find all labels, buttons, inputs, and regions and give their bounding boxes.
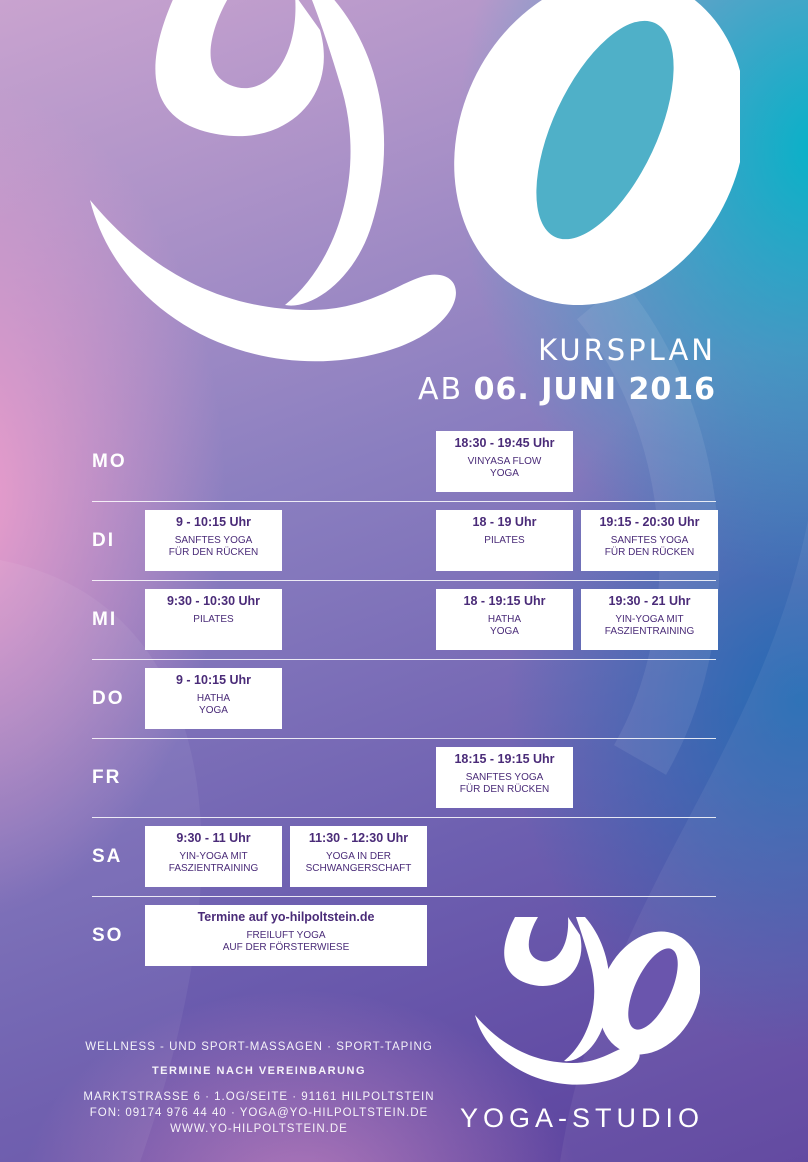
course-name-line: YOGA — [490, 468, 519, 479]
course-name: SANFTES YOGA FÜR DEN RÜCKEN — [436, 772, 573, 796]
course-time: Termine auf yo-hilpoltstein.de — [197, 910, 375, 924]
schedule-row: MO 18:30 - 19:45 Uhr VINYASA FLOW YOGA — [92, 423, 716, 501]
course-schedule: MO 18:30 - 19:45 Uhr VINYASA FLOW YOGA DI 9 -… — [92, 423, 718, 975]
course-name-line: HATHA — [487, 614, 522, 625]
footer-contact: MARKTSTRASSE 6 · 1.OG/SEITE · 91161 HILP… — [78, 1089, 440, 1137]
footer-phone-email: FON: 09174 976 44 40 · YOGA@YO-HILPOLTST… — [89, 1107, 429, 1119]
course-slot: 18:30 - 19:45 Uhr VINYASA FLOW YOGA — [436, 431, 573, 492]
course-time: 18:15 - 19:15 Uhr — [454, 752, 555, 766]
schedule-row: DO 9 - 10:15 Uhr HATHA YOGA — [92, 659, 716, 738]
footer-address: MARKTSTRASSE 6 · 1.OG/SEITE · 91161 HILP… — [83, 1091, 435, 1103]
course-name-line: HATHA — [196, 693, 231, 704]
course-name: SANFTES YOGA FÜR DEN RÜCKEN — [581, 535, 718, 559]
course-name: VINYASA FLOW YOGA — [436, 456, 573, 480]
valid-from-prefix: AB — [418, 372, 464, 407]
course-name-line: SANFTES YOGA — [610, 535, 689, 546]
course-name-line: FÜR DEN RÜCKEN — [168, 547, 259, 558]
course-slot: 9 - 10:15 Uhr SANFTES YOGA FÜR DEN RÜCKEN — [145, 510, 282, 571]
course-name-line: SCHWANGERSCHAFT — [305, 863, 412, 874]
course-name-line: PILATES — [193, 614, 234, 625]
day-label: FR — [92, 767, 122, 788]
course-name-line: YOGA — [490, 626, 519, 637]
schedule-row: SO Termine auf yo-hilpoltstein.de FREILUFT… — [92, 896, 716, 975]
course-name-line: SANFTES YOGA — [174, 535, 253, 546]
course-name-line: VINYASA FLOW — [467, 456, 542, 467]
page-title: KURSPLAN — [538, 333, 716, 367]
course-name: PILATES — [145, 614, 282, 626]
course-name-line: PILATES — [484, 535, 525, 546]
course-time: 9 - 10:15 Uhr — [175, 673, 252, 687]
course-time: 18 - 19:15 Uhr — [463, 594, 546, 608]
course-time: 9 - 10:15 Uhr — [175, 515, 252, 529]
course-name: SANFTES YOGA FÜR DEN RÜCKEN — [145, 535, 282, 559]
day-label: SA — [92, 846, 123, 867]
course-slot: 9:30 - 11 Uhr YIN-YOGA MIT FASZIENTRAINING — [145, 826, 282, 887]
course-time: 19:30 - 21 Uhr — [608, 594, 691, 608]
course-name-line: FÜR DEN RÜCKEN — [459, 784, 550, 795]
course-name-line: FREILUFT YOGA — [246, 930, 326, 941]
course-slot: 18 - 19 Uhr PILATES — [436, 510, 573, 571]
course-name-line: YIN-YOGA MIT — [179, 851, 248, 862]
course-slot: 9 - 10:15 Uhr HATHA YOGA — [145, 668, 282, 729]
valid-from-value: 06. JUNI 2016 — [473, 372, 716, 407]
footer-appointments: TERMINE NACH VEREINBARUNG — [151, 1065, 367, 1077]
valid-from-date: AB 06. JUNI 2016 — [418, 372, 716, 407]
course-name-line: AUF DER FÖRSTERWIESE — [222, 942, 350, 953]
course-name: FREILUFT YOGA AUF DER FÖRSTERWIESE — [145, 930, 427, 954]
course-name-line: YIN-YOGA MIT — [615, 614, 684, 625]
footer-services: WELLNESS - UND SPORT-MASSAGEN · SPORT-TA… — [85, 1041, 433, 1053]
day-label: MO — [92, 451, 127, 472]
course-slot: 18:15 - 19:15 Uhr SANFTES YOGA FÜR DEN RÜC… — [436, 747, 573, 808]
course-name-line: FÜR DEN RÜCKEN — [604, 547, 695, 558]
course-name-line: FASZIENTRAINING — [604, 626, 695, 637]
course-name-line: SANFTES YOGA — [465, 772, 544, 783]
course-name-line: FASZIENTRAINING — [168, 863, 259, 874]
course-name-line: YOGA — [199, 705, 228, 716]
course-name-line: YOGA IN DER — [325, 851, 391, 862]
course-name: PILATES — [436, 535, 573, 547]
course-name: HATHA YOGA — [436, 614, 573, 638]
day-label: MI — [92, 609, 118, 630]
course-name: HATHA YOGA — [145, 693, 282, 717]
day-label: DO — [92, 688, 125, 709]
schedule-row: FR 18:15 - 19:15 Uhr SANFTES YOGA FÜR DEN R… — [92, 738, 716, 817]
course-time: 11:30 - 12:30 Uhr — [308, 831, 409, 845]
course-name: YOGA IN DER SCHWANGERSCHAFT — [290, 851, 427, 875]
course-time: 9:30 - 11 Uhr — [176, 831, 251, 845]
course-slot: 18 - 19:15 Uhr HATHA YOGA — [436, 589, 573, 650]
course-slot: Termine auf yo-hilpoltstein.de FREILUFT Y… — [145, 905, 427, 966]
big-yo-logo-icon — [90, 0, 740, 362]
course-slot: 9:30 - 10:30 Uhr PILATES — [145, 589, 282, 650]
course-slot: 19:15 - 20:30 Uhr SANFTES YOGA FÜR DEN RÜC… — [581, 510, 718, 571]
schedule-row: MI 9:30 - 10:30 Uhr PILATES 18 - 19:15 Uhr H… — [92, 580, 718, 659]
course-name: YIN-YOGA MIT FASZIENTRAINING — [581, 614, 718, 638]
course-time: 18 - 19 Uhr — [472, 515, 537, 529]
course-time: 9:30 - 10:30 Uhr — [166, 594, 261, 608]
course-name: YIN-YOGA MIT FASZIENTRAINING — [145, 851, 282, 875]
yo-logo-icon — [475, 917, 700, 1085]
day-label: SO — [92, 925, 124, 946]
course-slot: 19:30 - 21 Uhr YIN-YOGA MIT FASZIENTRAININ… — [581, 589, 718, 650]
course-slot: 11:30 - 12:30 Uhr YOGA IN DER SCHWANGERSCH… — [290, 826, 427, 887]
course-time: 18:30 - 19:45 Uhr — [454, 436, 555, 450]
footer-website: WWW.YO-HILPOLTSTEIN.DE — [170, 1123, 348, 1135]
schedule-row: DI 9 - 10:15 Uhr SANFTES YOGA FÜR DEN RÜCKE… — [92, 501, 718, 580]
schedule-row: SA 9:30 - 11 Uhr YIN-YOGA MIT FASZIENTRAINI… — [92, 817, 716, 896]
course-time: 19:15 - 20:30 Uhr — [599, 515, 700, 529]
brand-name: YOGA-STUDIO — [459, 1103, 704, 1133]
day-label: DI — [92, 530, 115, 551]
